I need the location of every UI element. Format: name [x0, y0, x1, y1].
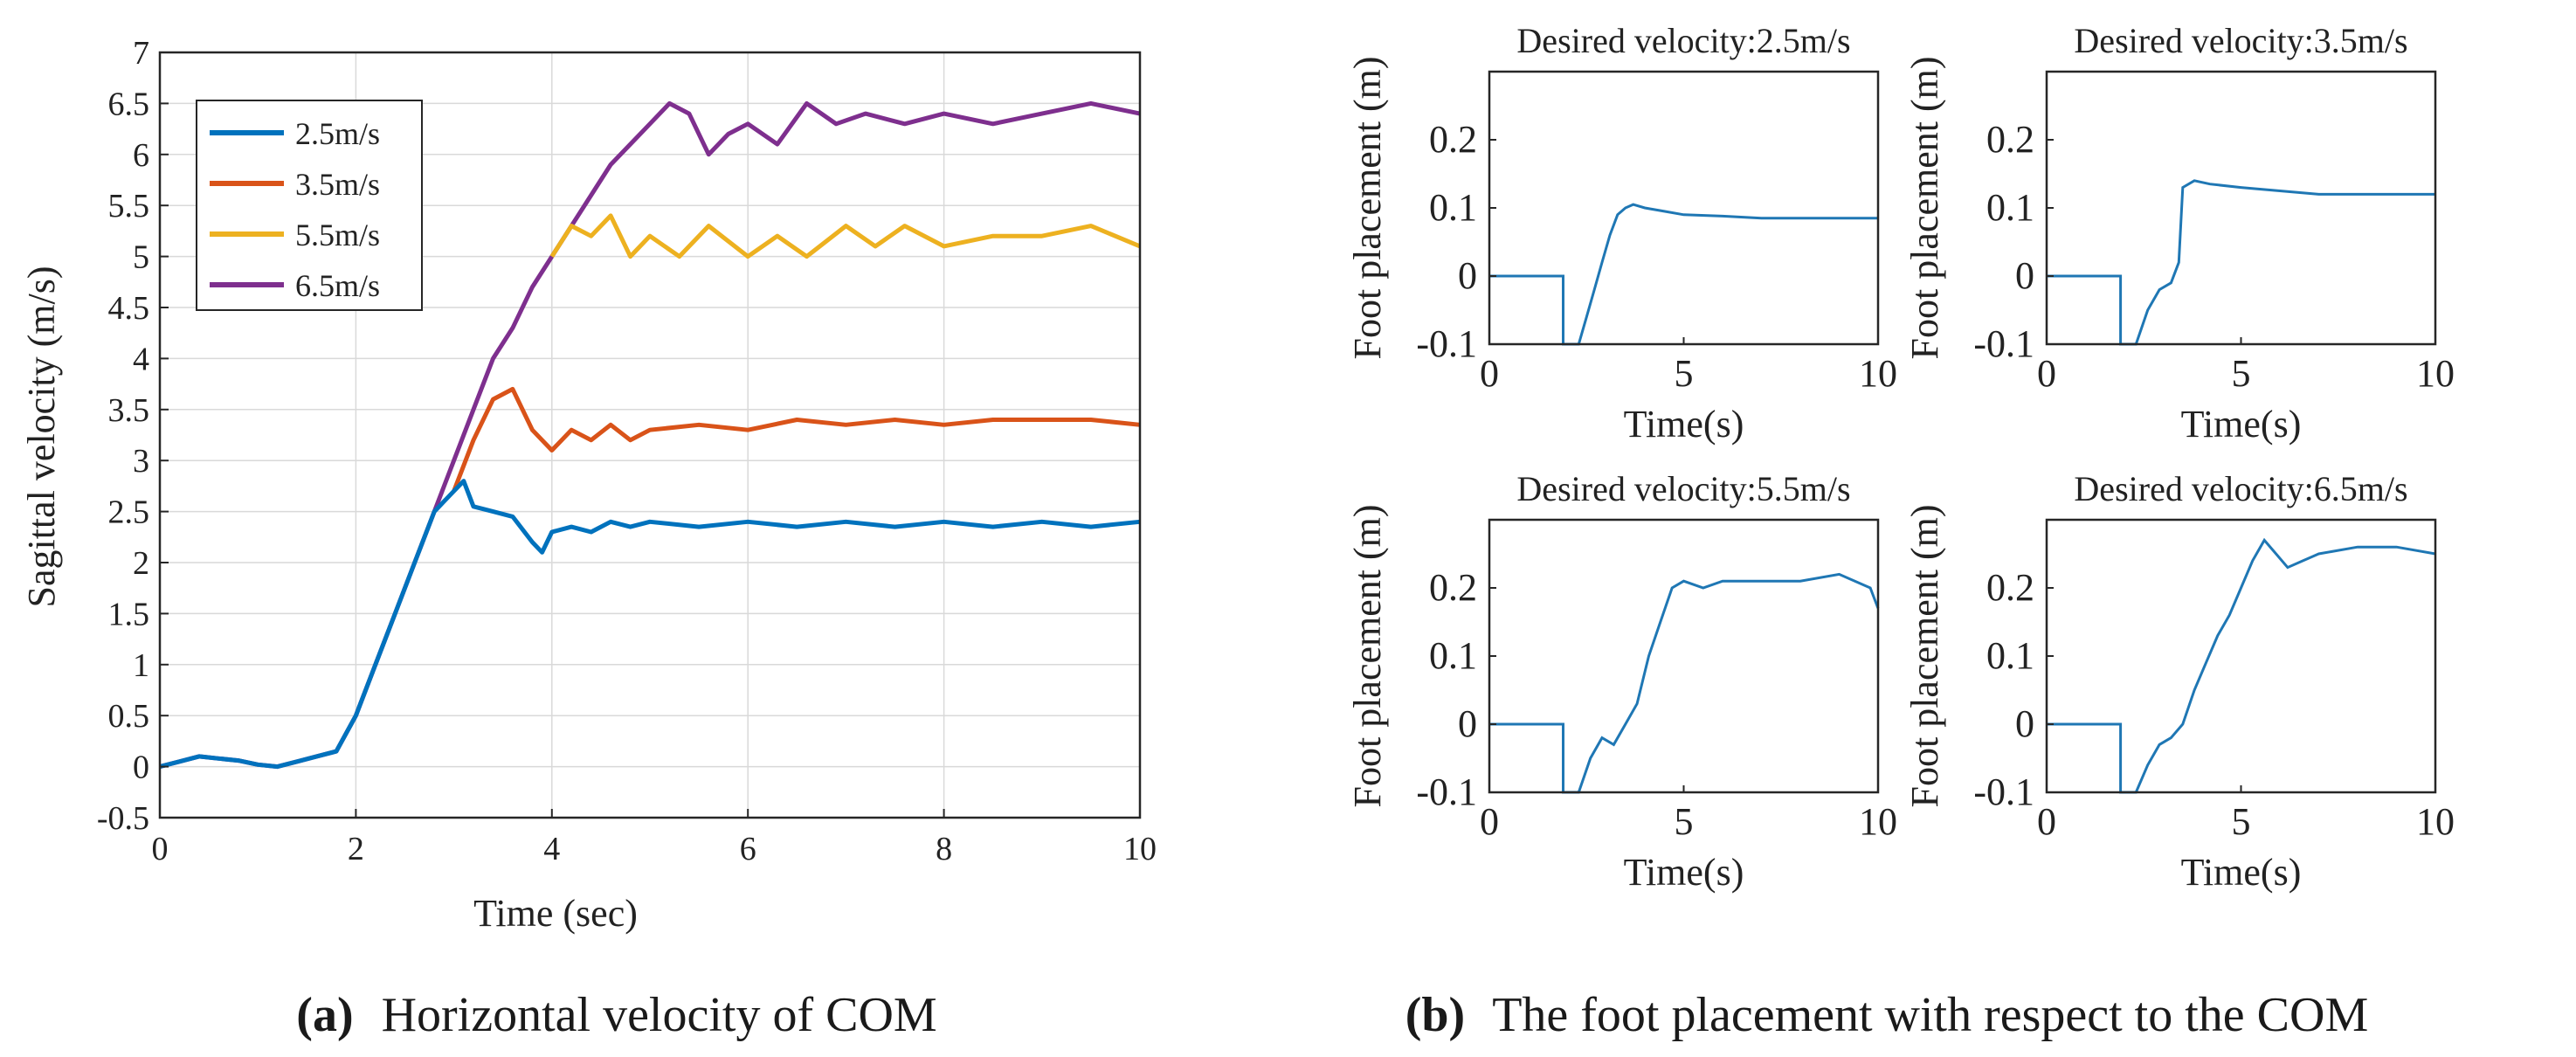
- velocity-chart: 0 2 4 6 8 10-0.500.511.522.533.544.555.566.57…: [20, 35, 1157, 935]
- subplot-xtick-label: 0: [1480, 800, 1499, 843]
- subplot-xlabel: Time(s): [1624, 403, 1744, 446]
- velocity-ytick-label: 2.5: [108, 494, 150, 531]
- caption-b: (b) The foot placement with respect to t…: [1405, 988, 2369, 1042]
- velocity-ytick-label: 4: [133, 341, 149, 377]
- subplot-ytick-label: 0.1: [1429, 186, 1477, 229]
- velocity-ytick-label: 6.5: [108, 86, 150, 122]
- foot-placement-line: [2047, 179, 2435, 346]
- subplot-ylabel: Foot placement (m): [1903, 504, 1946, 807]
- subplot-ytick-label: 0: [1458, 702, 1477, 745]
- velocity-xtick-label: 6: [740, 831, 756, 867]
- subplot-frame: [1488, 70, 1880, 346]
- foot-subplot-6-5: Desired velocity:6.5m/s0 5 10-0.100.10.2Ti…: [1903, 469, 2455, 894]
- legend-label: 6.5m/s: [295, 268, 380, 303]
- velocity-ytick-label: 1.5: [108, 596, 150, 632]
- subplot-xtick-label: 0: [1480, 352, 1499, 395]
- subplot-xtick-label: 0: [2037, 800, 2056, 843]
- subplot-xtick-label: 10: [1859, 800, 1897, 843]
- subplot-xtick-label: 5: [1675, 352, 1694, 395]
- velocity-xtick-label: 0: [152, 831, 169, 867]
- velocity-series-2-5m-s: [159, 479, 1141, 770]
- subplot-frame: [2045, 518, 2437, 794]
- subplot-ytick-label: -0.1: [1973, 770, 2034, 813]
- velocity-ytick-label: 2: [133, 545, 149, 582]
- foot-placement-line: [1489, 572, 1880, 794]
- subplot-ytick-label: 0.1: [1986, 186, 2034, 229]
- caption-a: (a) Horizontal velocity of COM: [296, 988, 936, 1042]
- subplot-ytick-label: -0.1: [1416, 770, 1477, 813]
- velocity-ytick-label: 5: [133, 239, 149, 276]
- velocity-plot-frame: [158, 51, 1142, 819]
- velocity-series-5-5m-s: [549, 213, 1141, 259]
- velocity-ytick-label: 7: [133, 35, 149, 72]
- subplot-ytick-label: -0.1: [1973, 322, 2034, 365]
- subplot-ytick-label: 0.2: [1429, 566, 1477, 609]
- subplot-xtick-label: 5: [2232, 800, 2251, 843]
- velocity-ticks: 0 2 4 6 8 10-0.500.511.522.533.544.555.566.57: [97, 35, 1157, 867]
- subplot-xlabel: Time(s): [1624, 851, 1744, 894]
- subplot-ylabel: Foot placement (m): [1346, 504, 1389, 807]
- legend-label: 5.5m/s: [295, 218, 380, 252]
- foot-placement-line: [1489, 203, 1878, 346]
- subplot-ytick-label: 0: [2015, 254, 2034, 297]
- subplot-ytick-label: -0.1: [1416, 322, 1477, 365]
- subplot-ylabel: Foot placement (m): [1903, 56, 1946, 359]
- velocity-ytick-label: 1: [133, 647, 149, 684]
- foot-subplot-2-5: Desired velocity:2.5m/s0 5 10-0.100.10.2Ti…: [1346, 21, 1897, 446]
- velocity-series-group: [159, 100, 1141, 770]
- legend-label: 2.5m/s: [295, 116, 380, 151]
- velocity-xtick-label: 8: [936, 831, 952, 867]
- velocity-series-3-5m-s: [452, 386, 1141, 493]
- velocity-xlabel: Time (sec): [473, 892, 638, 935]
- foot-subplot-5-5: Desired velocity:5.5m/s0 5 10-0.100.10.2Ti…: [1346, 469, 1897, 894]
- velocity-ytick-label: -0.5: [97, 800, 149, 837]
- subplot-title: Desired velocity:2.5m/s: [1516, 21, 1850, 60]
- velocity-xtick-label: 2: [348, 831, 364, 867]
- subplot-ytick-label: 0.2: [1429, 118, 1477, 161]
- subplot-frame: [2045, 70, 2437, 346]
- velocity-ylabel: Sagittal velocity (m/s): [20, 266, 63, 607]
- subplot-xtick-label: 0: [2037, 352, 2056, 395]
- caption-b-text: The foot placement with respect to the C…: [1492, 988, 2368, 1042]
- subplot-title: Desired velocity:5.5m/s: [1516, 469, 1850, 508]
- velocity-ytick-label: 0.5: [108, 698, 150, 735]
- subplot-ylabel: Foot placement (m): [1346, 56, 1389, 359]
- velocity-xtick-label: 10: [1123, 831, 1157, 867]
- velocity-ytick-label: 5.5: [108, 188, 150, 225]
- velocity-ytick-label: 0: [133, 750, 149, 786]
- subplot-frame: [1488, 518, 1880, 794]
- caption-a-letter: (a): [296, 988, 353, 1042]
- caption-a-text: Horizontal velocity of COM: [382, 988, 937, 1042]
- subplot-title: Desired velocity:6.5m/s: [2074, 469, 2407, 508]
- subplot-title: Desired velocity:3.5m/s: [2074, 21, 2407, 60]
- subplot-ytick-label: 0: [2015, 702, 2034, 745]
- velocity-xtick-label: 4: [543, 831, 560, 867]
- subplot-xlabel: Time(s): [2181, 851, 2302, 894]
- subplot-ytick-label: 0.1: [1986, 634, 2034, 677]
- legend-label: 3.5m/s: [295, 167, 380, 202]
- foot-subplot-3-5: Desired velocity:3.5m/s0 5 10-0.100.10.2Ti…: [1903, 21, 2455, 446]
- subplot-xtick-label: 5: [1675, 800, 1694, 843]
- velocity-legend: 2.5m/s 3.5m/s 5.5m/s 6.5m/s: [196, 100, 423, 311]
- subplot-xtick-label: 10: [1859, 352, 1897, 395]
- subplot-xtick-label: 10: [2416, 352, 2455, 395]
- subplot-ytick-label: 0.1: [1429, 634, 1477, 677]
- velocity-ytick-label: 4.5: [108, 290, 150, 327]
- velocity-ytick-label: 6: [133, 137, 149, 174]
- subplot-xtick-label: 5: [2232, 352, 2251, 395]
- velocity-ytick-label: 3.5: [108, 392, 150, 429]
- foot-placement-line: [2047, 537, 2436, 794]
- velocity-ytick-label: 3: [133, 443, 149, 480]
- subplot-ytick-label: 0.2: [1986, 118, 2034, 161]
- subplot-xtick-label: 10: [2416, 800, 2455, 843]
- caption-b-letter: (b): [1405, 988, 1465, 1042]
- subplot-ytick-label: 0: [1458, 254, 1477, 297]
- legend-items: 2.5m/s 3.5m/s 5.5m/s 6.5m/s: [210, 116, 380, 303]
- subplot-ytick-label: 0.2: [1986, 566, 2034, 609]
- subplot-xlabel: Time(s): [2181, 403, 2302, 446]
